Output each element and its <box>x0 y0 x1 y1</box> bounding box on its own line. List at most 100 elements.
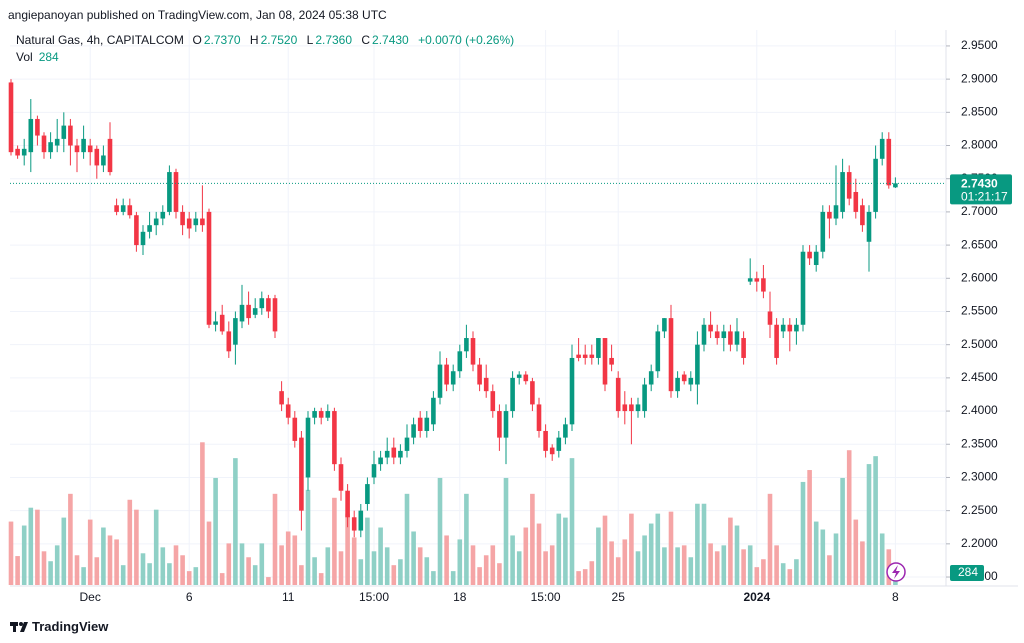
volume-badge <box>950 565 984 581</box>
volume-bar <box>873 456 878 585</box>
candle-body <box>437 364 443 398</box>
y-tick-label: 2.9000 <box>961 71 998 85</box>
candle-body <box>490 391 496 412</box>
volume-bar <box>497 563 502 585</box>
volume-bar <box>134 509 139 585</box>
volume-bar <box>490 545 496 585</box>
y-tick-label: 2.7000 <box>961 204 998 218</box>
candle-body <box>431 397 436 425</box>
volume-bar <box>833 533 839 585</box>
candle-body <box>226 331 232 352</box>
volume-legend: Vol 284 <box>16 50 59 64</box>
candle-body <box>279 391 284 405</box>
candle-body <box>299 437 304 511</box>
candle-body <box>127 205 133 216</box>
volume-bar <box>589 561 595 585</box>
x-tick-label: 15:00 <box>359 590 389 604</box>
volume-bar <box>800 481 806 585</box>
candle-body <box>114 205 119 212</box>
volume-bar <box>252 565 258 585</box>
candle-body <box>134 215 139 246</box>
volume-bar <box>754 567 760 585</box>
x-tick-label: 18 <box>453 590 467 604</box>
candle-body <box>21 148 27 156</box>
candle-body <box>635 404 641 412</box>
volume-bar <box>576 571 581 585</box>
candle-body <box>655 331 661 372</box>
candle-body <box>668 318 674 392</box>
volume-bar <box>285 531 291 585</box>
candle-body <box>622 404 628 412</box>
volume-bar <box>761 559 766 585</box>
volume-bar <box>292 535 298 585</box>
y-tick-label: 2.6500 <box>961 237 998 251</box>
candle-body <box>714 331 720 339</box>
volume-bar <box>840 477 845 585</box>
candle-body <box>8 82 14 153</box>
volume-bar <box>721 545 727 585</box>
candle-body <box>483 377 489 392</box>
candle-body <box>239 304 245 322</box>
candle-body <box>272 298 278 332</box>
candle-body <box>596 338 601 358</box>
volume-bar <box>536 523 542 585</box>
volume-bar <box>279 545 284 585</box>
volume-bar <box>734 525 740 585</box>
volume-bar <box>503 477 509 585</box>
volume-bar <box>351 537 357 585</box>
volume-bar <box>48 561 53 585</box>
volume-bar <box>642 535 647 585</box>
volume-bar <box>866 464 872 585</box>
candle-body <box>840 172 845 212</box>
candle-body <box>206 211 212 325</box>
x-tick-label: 25 <box>612 590 626 604</box>
candle-body <box>411 424 416 438</box>
candle-body <box>384 450 390 458</box>
candle-body <box>516 374 522 378</box>
candle-body <box>61 125 67 139</box>
y-tick-label: 2.8500 <box>961 104 998 118</box>
volume-bar <box>8 521 14 585</box>
candle-body <box>648 371 654 385</box>
candle-body <box>120 205 126 212</box>
candle-body <box>101 155 106 166</box>
candle-body <box>252 308 258 315</box>
candle-body <box>543 430 548 451</box>
candle-body <box>860 205 865 226</box>
volume-bar <box>530 493 535 585</box>
volume-bar <box>94 557 100 585</box>
candle-body <box>398 450 403 458</box>
volume-bar <box>582 569 588 585</box>
volume-bar <box>688 557 694 585</box>
candle-body <box>602 338 608 385</box>
volume-bar <box>173 545 179 585</box>
volume-bar <box>741 549 746 585</box>
candle-body <box>48 142 53 153</box>
candle-body <box>186 218 192 229</box>
volume-bar <box>629 513 634 585</box>
candle-body <box>233 318 238 345</box>
candle-body <box>695 344 700 385</box>
volume-bar <box>140 553 146 585</box>
volume-bar <box>820 529 826 585</box>
volume-bar <box>305 489 311 585</box>
candle-body <box>54 138 60 146</box>
volume-bar <box>127 499 133 585</box>
volume-bar <box>695 503 700 585</box>
candle-body <box>74 145 80 153</box>
candle-body <box>754 278 760 282</box>
brand: TradingView <box>32 619 109 634</box>
volume-bar <box>437 477 443 585</box>
volume-bar <box>114 539 119 585</box>
candle-body <box>523 374 529 382</box>
volume-bar <box>120 565 126 585</box>
candle-body <box>219 314 225 332</box>
candle-body <box>589 354 595 358</box>
volume-bar <box>15 556 20 585</box>
candle-body <box>424 417 430 431</box>
candle-body <box>536 404 542 431</box>
volume-bar <box>87 519 93 585</box>
volume-bar <box>602 515 608 585</box>
candle-body <box>180 211 185 226</box>
